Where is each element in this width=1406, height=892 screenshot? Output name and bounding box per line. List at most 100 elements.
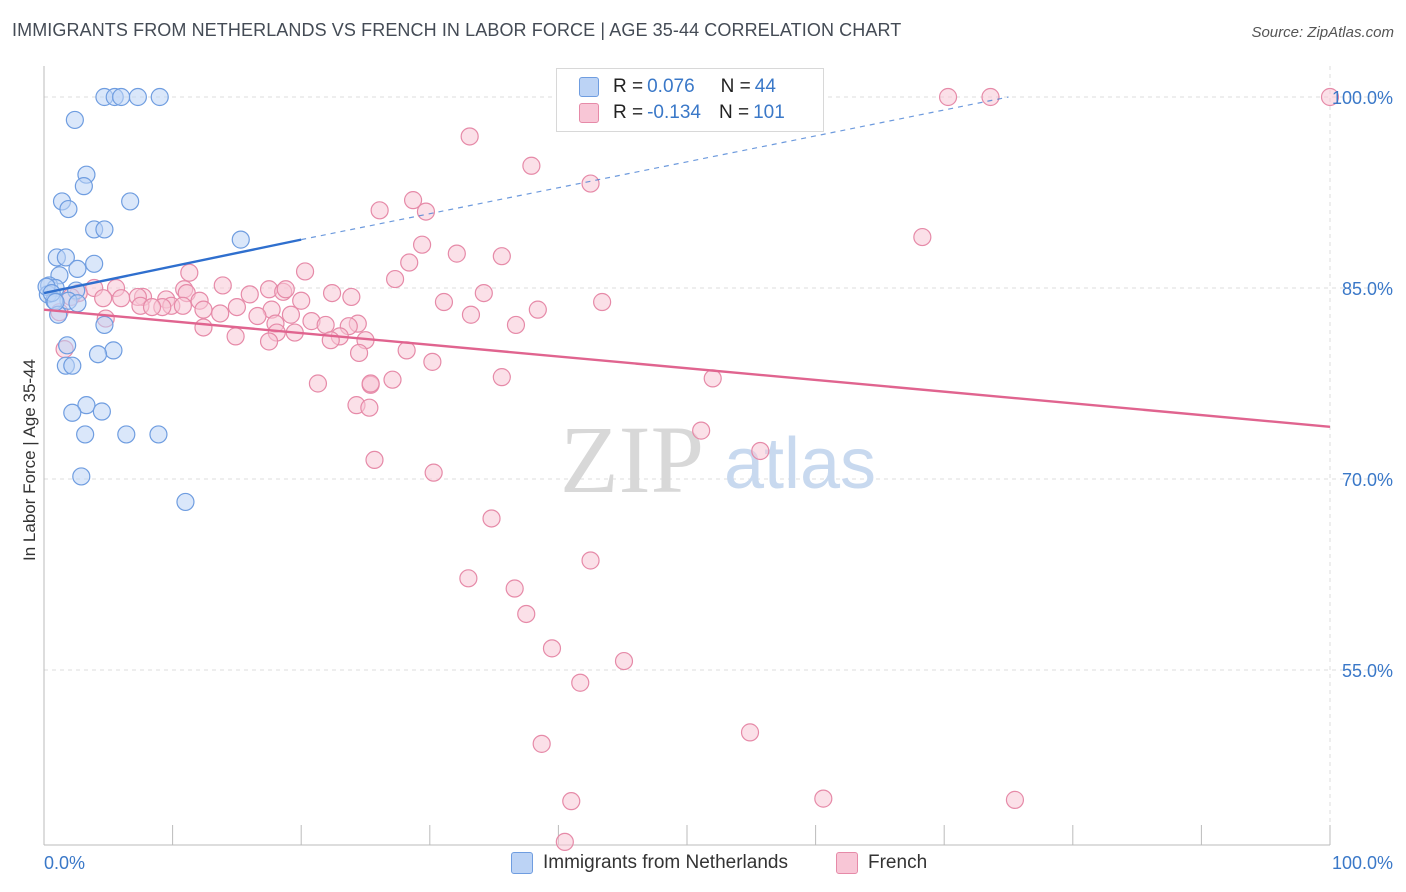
legend-r-value: -0.134 bbox=[647, 102, 701, 123]
french-point bbox=[460, 127, 479, 146]
x-tick-label: 100.0% bbox=[1332, 853, 1393, 873]
legend-n-value: 101 bbox=[753, 102, 785, 123]
netherlands-point bbox=[58, 336, 77, 355]
french-point bbox=[227, 298, 246, 317]
legend-swatch-blue bbox=[579, 77, 599, 97]
french-point bbox=[562, 792, 581, 811]
french-point bbox=[194, 300, 213, 319]
french-point bbox=[506, 315, 526, 335]
french-point bbox=[361, 374, 380, 393]
netherlands-point bbox=[77, 396, 96, 415]
french-point bbox=[365, 450, 384, 469]
legend-swatch-pink bbox=[579, 103, 599, 123]
netherlands-point bbox=[68, 294, 87, 313]
netherlands-point bbox=[176, 492, 195, 512]
netherlands-point bbox=[85, 254, 104, 273]
french-point bbox=[703, 369, 722, 388]
netherlands-point bbox=[88, 345, 108, 364]
legend-item-french[interactable]: French bbox=[836, 852, 927, 874]
french-point bbox=[292, 291, 311, 310]
french-point bbox=[542, 639, 562, 658]
legend-item-netherlands[interactable]: Immigrants from Netherlands bbox=[511, 852, 788, 874]
netherlands-point bbox=[95, 220, 114, 239]
french-point bbox=[370, 201, 389, 220]
series-legend: Immigrants from Netherlands French bbox=[0, 852, 1406, 878]
french-point bbox=[281, 305, 301, 324]
french-point bbox=[276, 280, 295, 299]
axes bbox=[43, 66, 1331, 846]
french-point bbox=[459, 569, 478, 588]
french-point bbox=[400, 253, 419, 272]
french-point bbox=[180, 263, 199, 282]
french-point bbox=[423, 352, 442, 371]
french-point bbox=[385, 269, 405, 289]
netherlands-point bbox=[104, 341, 123, 360]
french-point bbox=[142, 298, 162, 317]
netherlands-point bbox=[74, 177, 93, 196]
netherlands-point bbox=[121, 192, 140, 211]
french-point bbox=[593, 292, 612, 312]
legend-item-label: Immigrants from Netherlands bbox=[543, 852, 788, 873]
french-point bbox=[397, 341, 416, 360]
french-point bbox=[461, 305, 481, 324]
french-point bbox=[240, 285, 259, 304]
legend-row-french: R = -0.134 N = 101 bbox=[579, 100, 785, 126]
french-point bbox=[383, 370, 402, 389]
french-point bbox=[492, 368, 511, 387]
netherlands-point bbox=[149, 425, 168, 444]
french-point bbox=[322, 283, 342, 303]
french-point bbox=[248, 306, 267, 326]
french-point bbox=[814, 789, 833, 808]
french-point bbox=[1005, 790, 1025, 809]
legend-row-netherlands: R = 0.076 N = 44 bbox=[579, 74, 776, 100]
netherlands-point bbox=[68, 259, 87, 278]
french-point bbox=[692, 421, 711, 440]
netherlands-point bbox=[128, 87, 147, 107]
grid-lines bbox=[44, 66, 1390, 845]
netherlands-trend-line bbox=[43, 238, 302, 295]
french-point bbox=[1320, 87, 1340, 107]
french-point bbox=[412, 235, 432, 254]
y-tick-label: 70.0% bbox=[1342, 470, 1393, 490]
legend-n-value: 44 bbox=[754, 76, 776, 97]
french-point bbox=[581, 174, 600, 193]
legend-r-value: 0.076 bbox=[647, 76, 695, 97]
legend-n-label: N = bbox=[720, 76, 751, 97]
watermark-atlas: atlas bbox=[724, 424, 876, 504]
french-point bbox=[581, 551, 600, 570]
watermark-zip: ZIP bbox=[560, 406, 704, 513]
netherlands-point bbox=[63, 403, 82, 422]
correlation-legend: R = 0.076 N = 44 R = -0.134 N = 101 bbox=[556, 68, 824, 132]
netherlands-point bbox=[231, 230, 250, 249]
french-point bbox=[194, 318, 213, 337]
french-point bbox=[571, 673, 590, 692]
legend-n-label: N = bbox=[718, 102, 750, 123]
french-point bbox=[532, 734, 551, 753]
french-trend-line bbox=[43, 308, 1331, 428]
french-point bbox=[112, 289, 131, 308]
chart-title: IMMIGRANTS FROM NETHERLANDS VS FRENCH IN… bbox=[12, 20, 902, 40]
netherlands-point bbox=[76, 425, 95, 444]
french-point bbox=[555, 832, 574, 852]
french-point bbox=[211, 304, 230, 323]
french-point bbox=[938, 87, 958, 107]
french-point bbox=[913, 227, 932, 247]
french-point bbox=[751, 441, 770, 461]
y-axis-label: In Labor Force | Age 35-44 bbox=[20, 359, 39, 561]
trend-lines bbox=[43, 96, 1331, 428]
legend-swatch-pink bbox=[836, 852, 858, 874]
french-point bbox=[416, 202, 436, 221]
french-point bbox=[517, 604, 536, 624]
french-point bbox=[522, 156, 541, 175]
french-point bbox=[740, 723, 760, 742]
netherlands-point bbox=[72, 467, 91, 486]
legend-r-label: R = bbox=[613, 102, 644, 123]
y-tick-label: 100.0% bbox=[1332, 88, 1393, 108]
legend-r-label: R = bbox=[613, 76, 644, 97]
french-point bbox=[342, 287, 361, 307]
y-tick-label: 85.0% bbox=[1342, 279, 1393, 299]
x-tick-label: 0.0% bbox=[44, 853, 85, 873]
netherlands-point bbox=[150, 87, 169, 107]
netherlands-point bbox=[117, 425, 136, 444]
